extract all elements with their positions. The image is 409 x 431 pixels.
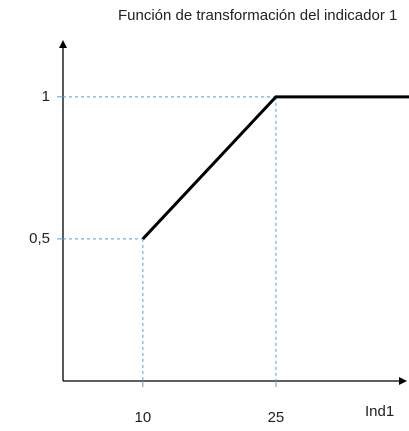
x-axis-label: Ind1 xyxy=(365,403,394,420)
chart-title: Función de transformación del indicador … xyxy=(118,7,398,24)
x-tick-label: 25 xyxy=(268,409,285,426)
y-tick-label: 0,5 xyxy=(29,230,50,247)
data-line xyxy=(141,95,409,240)
x-tick-label: 10 xyxy=(135,409,152,426)
y-tick-label: 1 xyxy=(42,88,50,105)
